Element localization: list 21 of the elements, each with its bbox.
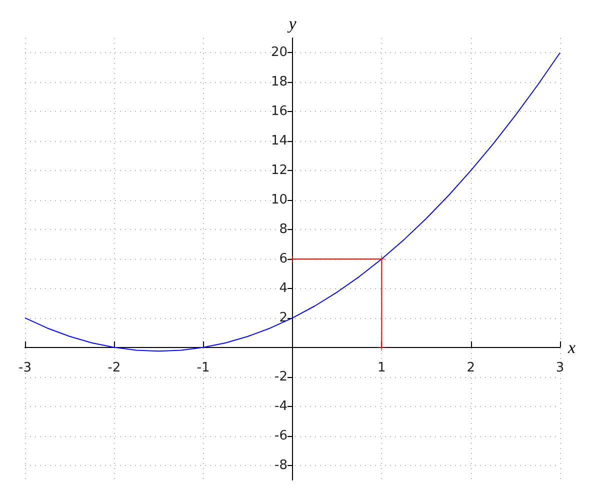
y-tick-label: 2: [279, 310, 288, 326]
x-tick-label: 1: [378, 360, 386, 376]
y-tick-label: -6: [274, 428, 288, 444]
y-tick-label: 8: [279, 222, 288, 238]
y-tick-label: 14: [270, 134, 288, 149]
y-tick-label: 6: [279, 252, 288, 266]
x-tick-label: -3: [18, 360, 32, 376]
y-tick-label: 20: [270, 45, 288, 60]
y-tick-label: 4: [279, 280, 288, 296]
y-tick-label: 18: [270, 74, 288, 90]
x-tick-label: -1: [196, 360, 210, 376]
x-axis-title: x: [567, 338, 576, 357]
x-tick-label: 2: [466, 360, 475, 376]
y-tick-label: -4: [274, 398, 288, 414]
x-tick-label: -2: [108, 360, 121, 376]
x-tick-label: 3: [556, 360, 564, 376]
y-axis-title: y: [286, 14, 297, 33]
y-tick-label: 12: [270, 163, 288, 178]
y-tick-label: 10: [270, 192, 288, 208]
y-tick-label: 16: [270, 104, 288, 120]
y-tick-label: -8: [274, 458, 288, 473]
